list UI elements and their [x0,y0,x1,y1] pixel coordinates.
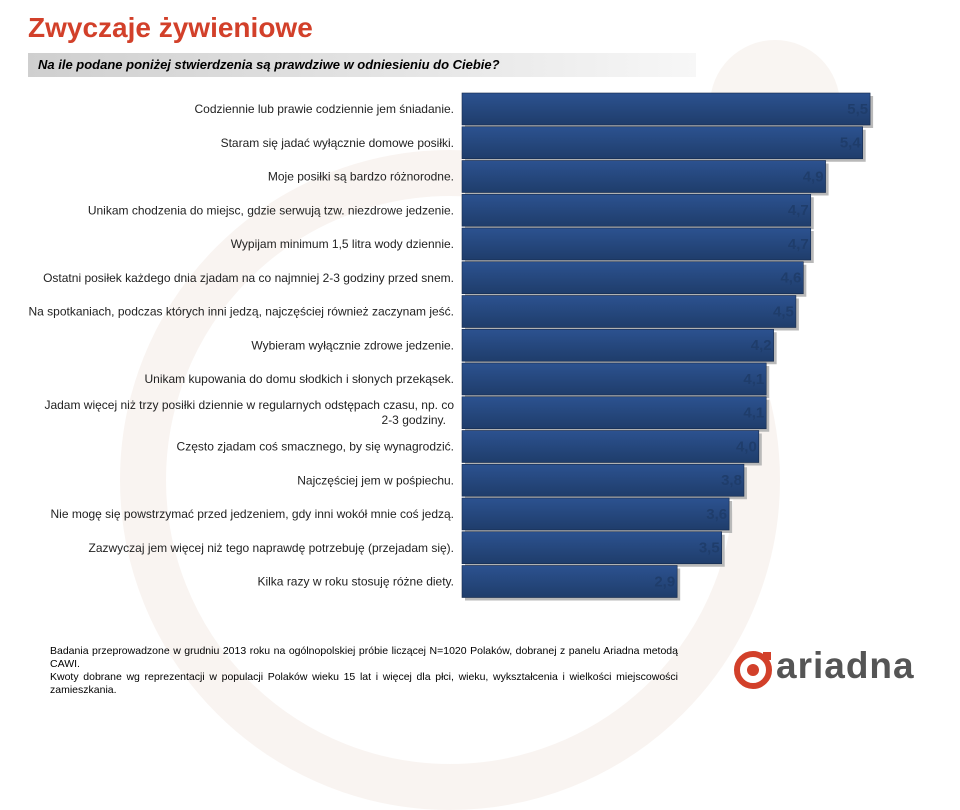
category-label: Zazwyczaj jem więcej niż tego naprawdę p… [89,541,455,555]
bar-value-label: 3,8 [721,472,742,489]
category-label: Jadam więcej niż trzy posiłki dziennie w… [44,398,454,427]
bar-value-label: 4,5 [773,303,794,320]
category-label: Unikam kupowania do domu słodkich i słon… [145,372,455,386]
footer-line-2: Kwoty dobrane wg reprezentacji w populac… [50,671,678,696]
page-title: Zwyczaje żywieniowe [28,12,313,43]
bar-value-label: 4,1 [743,405,764,422]
bar [461,92,871,126]
bar-value-label: 3,6 [706,506,727,523]
bar [461,430,760,463]
bar-value-label: 4,7 [788,236,809,253]
bar [461,295,797,328]
category-label: Wypijam minimum 1,5 litra wody dziennie. [231,237,454,251]
bar [461,160,826,193]
category-label: Unikam chodzenia do miejsc, gdzie serwuj… [88,203,454,217]
bar-value-label: 4,2 [751,337,772,354]
horizontal-bar-chart: 5,5 Codziennie lub prawie codziennie jem … [28,92,874,601]
category-label: Najczęściej jem w pośpiechu. [297,473,454,487]
bar-value-label: 4,0 [736,438,757,455]
question-text: Na ile podane poniżej stwierdzenia są pr… [38,57,500,72]
ariadna-logo: ariadna [732,645,922,692]
category-label: Na spotkaniach, podczas których inni jed… [28,305,454,319]
footer-line-1: Badania przeprowadzone w grudniu 2013 ro… [50,645,678,670]
category-label: Staram się jadać wyłącznie domowe posiłk… [221,136,454,150]
bar-value-label: 4,6 [780,270,801,287]
bar [461,463,745,497]
bar-value-label: 4,9 [803,168,824,185]
bar [461,227,812,261]
category-label: Ostatni posiłek każdego dnia zjadam na c… [43,271,454,285]
bar [461,362,767,396]
bar-value-label: 5,4 [840,135,862,152]
category-label: Codziennie lub prawie codziennie jem śni… [195,102,455,116]
bar [461,396,767,430]
bar [461,531,723,565]
bar-value-label: 3,5 [699,540,720,557]
bar [461,565,678,598]
footer-note: Badania przeprowadzone w grudniu 2013 ro… [50,645,678,697]
bar-value-label: 4,1 [743,371,764,388]
bar [461,261,804,295]
bar-value-label: 5,5 [847,101,868,118]
logo-wordmark: ariadna [776,645,915,686]
category-label: Wybieram wyłącznie zdrowe jedzenie. [251,338,454,352]
category-label: Często zjadam coś smacznego, by się wyna… [177,440,454,454]
question-band: Na ile podane poniżej stwierdzenia są pr… [28,53,696,77]
ariadna-logo-icon [734,651,772,689]
bar [461,193,812,227]
bar-value-label: 4,7 [788,202,809,219]
bar [461,126,863,160]
category-label: Kilka razy w roku stosuję różne diety. [257,575,454,589]
bar [461,328,774,362]
category-label: Nie mogę się powstrzymać przed jedzeniem… [50,507,454,521]
category-label: Moje posiłki są bardzo różnorodne. [268,170,454,184]
bar-value-label: 2,9 [654,573,675,590]
bar [461,497,730,531]
